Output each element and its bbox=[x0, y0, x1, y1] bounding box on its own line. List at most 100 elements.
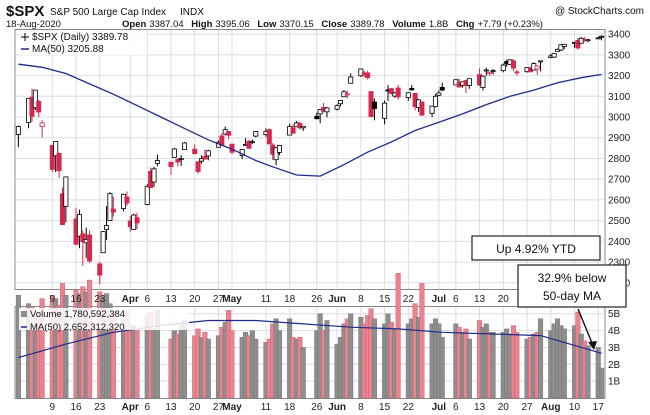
candle bbox=[195, 161, 201, 174]
candle bbox=[15, 125, 21, 148]
price-tick-label: 3300 bbox=[608, 50, 631, 61]
x-tick-label: Aug bbox=[541, 402, 560, 413]
close-value: 3389.78 bbox=[350, 19, 384, 30]
price-tick-label: 2500 bbox=[608, 216, 631, 227]
volume-bar bbox=[419, 283, 425, 399]
x-tick-label: 15 bbox=[379, 402, 391, 413]
volume-ma-legend-text: MA(50) 2,652,312,320 bbox=[30, 322, 125, 333]
volume-ma50-line bbox=[18, 319, 602, 359]
candle bbox=[500, 63, 506, 73]
volume-legend-icon bbox=[21, 311, 27, 317]
candle bbox=[249, 139, 255, 144]
volume-bar bbox=[599, 367, 605, 399]
volume-tick-label: 1B bbox=[608, 377, 621, 388]
candle bbox=[192, 144, 198, 155]
candle bbox=[514, 69, 520, 76]
candle bbox=[53, 141, 59, 172]
x-tick-label: 6 bbox=[453, 294, 459, 305]
candle bbox=[154, 154, 160, 167]
chg-label: Chg bbox=[456, 19, 475, 30]
x-tick-label: 11 bbox=[261, 294, 272, 305]
candle bbox=[205, 149, 211, 161]
quote-date: 18-Aug-2020 bbox=[6, 19, 61, 30]
candle bbox=[429, 105, 435, 118]
volume-tick-label: 4B bbox=[608, 326, 621, 337]
candle bbox=[290, 124, 296, 134]
volume-tick-label: 3B bbox=[608, 343, 621, 354]
candle bbox=[175, 158, 181, 167]
quote-line: Open 3387.04 High 3395.06 Low 3370.15 Close… bbox=[122, 19, 543, 30]
x-tick-label: Jul bbox=[432, 402, 447, 413]
candle bbox=[107, 192, 113, 221]
x-tick-label: 6 bbox=[144, 402, 150, 413]
candle bbox=[439, 82, 445, 92]
candle bbox=[253, 131, 259, 138]
candle bbox=[226, 131, 232, 140]
volume-bar bbox=[134, 328, 140, 399]
volume-bar bbox=[253, 338, 259, 399]
candle bbox=[63, 176, 69, 223]
x-tick-label: 20 bbox=[189, 402, 201, 413]
volume-bar bbox=[585, 345, 591, 399]
candle bbox=[59, 187, 65, 226]
close-label: Close bbox=[321, 19, 347, 30]
high-value: 3395.06 bbox=[215, 19, 249, 30]
volume-bar bbox=[15, 295, 21, 399]
volume-legend-text: Volume 1,780,592,384 bbox=[30, 309, 125, 320]
volume-tick-label: 2B bbox=[608, 360, 621, 371]
x-tick-label: 27 bbox=[213, 402, 225, 413]
volume-bar bbox=[538, 318, 544, 399]
candle bbox=[371, 98, 377, 121]
candle bbox=[144, 184, 150, 206]
price-legend-text: $SPX (Daily) 3389.78 bbox=[32, 32, 129, 43]
x-tick-label: 20 bbox=[498, 402, 510, 413]
price-tick-label: 2700 bbox=[608, 175, 631, 186]
volume-bar bbox=[229, 330, 235, 399]
x-tick-label: 13 bbox=[165, 294, 177, 305]
volume-ma-group bbox=[18, 319, 602, 359]
candle bbox=[49, 145, 55, 173]
candle bbox=[246, 139, 252, 149]
x-tick-label: May bbox=[222, 402, 242, 413]
candle bbox=[76, 209, 82, 249]
x-tick-label: 13 bbox=[474, 294, 486, 305]
candle bbox=[182, 141, 188, 150]
gap-text-1: 32.9% below bbox=[538, 271, 607, 285]
open-label: Open bbox=[122, 19, 146, 30]
x-tick-label: 26 bbox=[311, 294, 323, 305]
symbol-title: $SPX bbox=[6, 3, 44, 20]
volume-bar bbox=[348, 313, 354, 399]
volume-tick-label: 5B bbox=[608, 309, 621, 320]
candle bbox=[338, 100, 344, 107]
x-tick-label: 26 bbox=[311, 402, 323, 413]
candle bbox=[56, 152, 62, 178]
candle bbox=[490, 68, 496, 75]
candle bbox=[32, 89, 38, 110]
candle bbox=[561, 43, 567, 50]
volume-bar bbox=[63, 295, 69, 399]
candle bbox=[300, 125, 306, 131]
candle bbox=[266, 128, 272, 145]
candle bbox=[558, 44, 564, 51]
candle bbox=[466, 78, 472, 89]
candle bbox=[100, 231, 106, 254]
candle bbox=[358, 68, 364, 78]
volume-bar bbox=[324, 320, 330, 399]
price-tick-label: 3000 bbox=[608, 113, 631, 124]
candle bbox=[198, 155, 204, 164]
candle bbox=[551, 53, 557, 58]
watermark: @ StockCharts.com bbox=[555, 6, 644, 17]
x-tick-label: 15 bbox=[379, 294, 391, 305]
ma-gap-annotation: 32.9% below 50-day MA bbox=[517, 264, 627, 350]
candle bbox=[110, 196, 116, 217]
candle bbox=[134, 212, 140, 230]
candle bbox=[382, 100, 388, 125]
x-tick-label: 6 bbox=[453, 402, 459, 413]
price-tick-label: 2400 bbox=[608, 237, 631, 248]
x-tick-label: 27 bbox=[213, 294, 225, 305]
x-tick-label: 20 bbox=[498, 294, 510, 305]
ma-line-group bbox=[18, 63, 602, 177]
x-tick-label: 22 bbox=[403, 402, 415, 413]
ytd-annotation: Up 4.92% YTD bbox=[471, 235, 601, 261]
